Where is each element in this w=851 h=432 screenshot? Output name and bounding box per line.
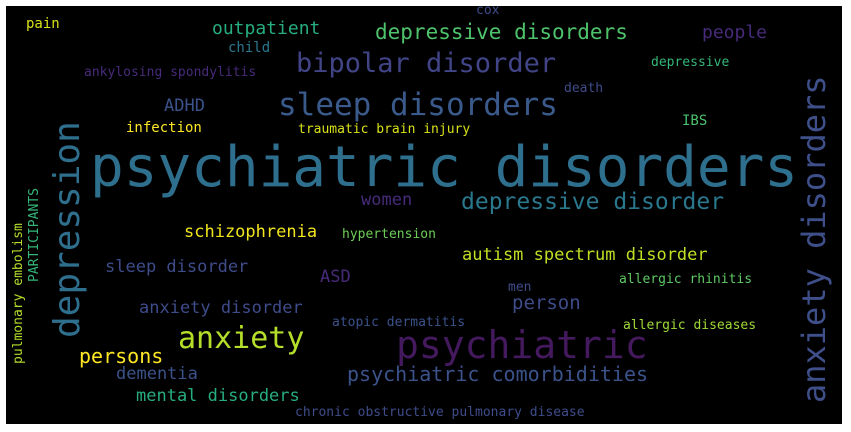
word-anxiety-disorders: anxiety disorders xyxy=(795,75,833,403)
word-outpatient: outpatient xyxy=(212,18,321,39)
word-pain: pain xyxy=(26,16,60,32)
word-anxiety-disorder: anxiety disorder xyxy=(139,298,303,318)
word-atopic-dermatitis: atopic dermatitis xyxy=(332,315,466,330)
word-persons: persons xyxy=(79,344,164,368)
word-hypertension: hypertension xyxy=(342,227,436,242)
word-men: men xyxy=(508,280,532,295)
word-people: people xyxy=(702,22,768,43)
word-person: person xyxy=(512,292,581,314)
word-schizophrenia: schizophrenia xyxy=(184,222,318,242)
word-depressive: depressive xyxy=(651,55,730,70)
word-depressive-disorders: depressive disorders xyxy=(375,20,628,44)
word-cox: cox xyxy=(476,6,500,18)
word-pulmonary-embolism: pulmonary embolism xyxy=(11,223,26,364)
word-ankylosing-spondylitis: ankylosing spondylitis xyxy=(84,65,257,80)
word-adhd: ADHD xyxy=(164,96,205,116)
word-child: child xyxy=(228,40,271,56)
word-infection: infection xyxy=(126,120,202,136)
word-allergic-rhinitis: allergic rhinitis xyxy=(619,272,753,287)
word-cloud: psychiatric disorders anxiety disorders … xyxy=(6,6,842,424)
word-women: women xyxy=(361,190,413,210)
word-sleep-disorders: sleep disorders xyxy=(278,87,558,123)
word-death: death xyxy=(564,81,604,96)
word-psychiatric: psychiatric xyxy=(396,323,648,367)
word-psychiatric-comorbidities: psychiatric comorbidities xyxy=(347,362,649,386)
word-psychiatric-disorders: psychiatric disorders xyxy=(90,135,799,200)
word-mental-disorders: mental disorders xyxy=(136,386,300,406)
word-asd: ASD xyxy=(320,267,351,287)
word-depression: depression xyxy=(47,121,88,338)
word-depressive-disorder: depressive disorder xyxy=(461,189,725,215)
word-sleep-disorder: sleep disorder xyxy=(105,257,249,277)
word-dementia: dementia xyxy=(116,364,198,384)
word-bipolar-disorder: bipolar disorder xyxy=(296,48,557,79)
word-allergic-diseases: allergic diseases xyxy=(623,318,757,333)
word-ibs: IBS xyxy=(682,113,708,129)
word-autism-spectrum-disorder: autism spectrum disorder xyxy=(462,245,708,265)
word-anxiety: anxiety xyxy=(178,321,305,356)
word-chronic-obstructive-pulmonary-disease: chronic obstructive pulmonary disease xyxy=(295,405,585,420)
word-participants: PARTICIPANTS xyxy=(27,188,42,282)
word-traumatic-brain-injury: traumatic brain injury xyxy=(298,122,471,137)
